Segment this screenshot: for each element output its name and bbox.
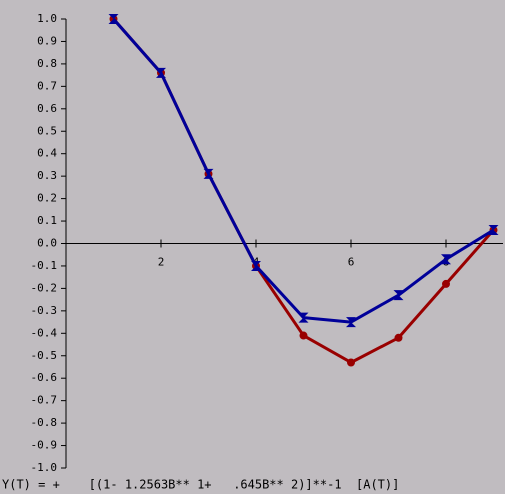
y-tick-label: -0.3 (31, 304, 58, 317)
y-tick-label: -0.2 (31, 281, 58, 294)
point (441, 254, 451, 265)
y-tick-label: -0.7 (31, 394, 58, 407)
y-tick-label: -0.5 (31, 349, 58, 362)
y-tick-label: -0.6 (31, 371, 58, 384)
y-tick-label: -1.0 (31, 461, 58, 474)
y-tick-label: 0.6 (37, 102, 57, 115)
y-tick-label: 0.7 (37, 79, 57, 92)
x-tick-label: 2 (158, 256, 165, 269)
point (394, 333, 403, 342)
point (251, 260, 261, 271)
point (298, 312, 309, 323)
y-tick-label: 0.4 (37, 147, 57, 160)
y-tick-label: -0.4 (31, 326, 58, 339)
y-tick-label: -0.1 (31, 259, 58, 272)
y-tick-label: 0.5 (37, 124, 57, 137)
point (156, 67, 166, 78)
y-tick-label: 0.3 (37, 169, 57, 182)
series-line (112, 18, 495, 324)
point (299, 331, 308, 340)
y-tick-label: 0.2 (37, 192, 57, 205)
y-tick-label: 0.1 (37, 214, 57, 227)
point (442, 279, 450, 288)
y-tick-label: -0.9 (31, 439, 58, 452)
point (108, 14, 119, 24)
point (203, 168, 214, 179)
x-tick-label: 6 (348, 256, 355, 269)
point (393, 290, 404, 301)
y-tick-label: 0.0 (37, 237, 57, 250)
y-tick-label: -0.8 (31, 416, 58, 429)
formula-annotation: Y(T) = + [(1- 1.2563B** 1+ .645B** 2)]**… (2, 478, 399, 492)
point (347, 358, 355, 367)
y-tick-label: 0.9 (37, 34, 57, 47)
y-tick-label: 1.0 (37, 12, 57, 25)
point (488, 225, 499, 236)
series-line (112, 18, 495, 364)
y-tick-label: 0.8 (37, 57, 57, 70)
point (346, 317, 356, 328)
